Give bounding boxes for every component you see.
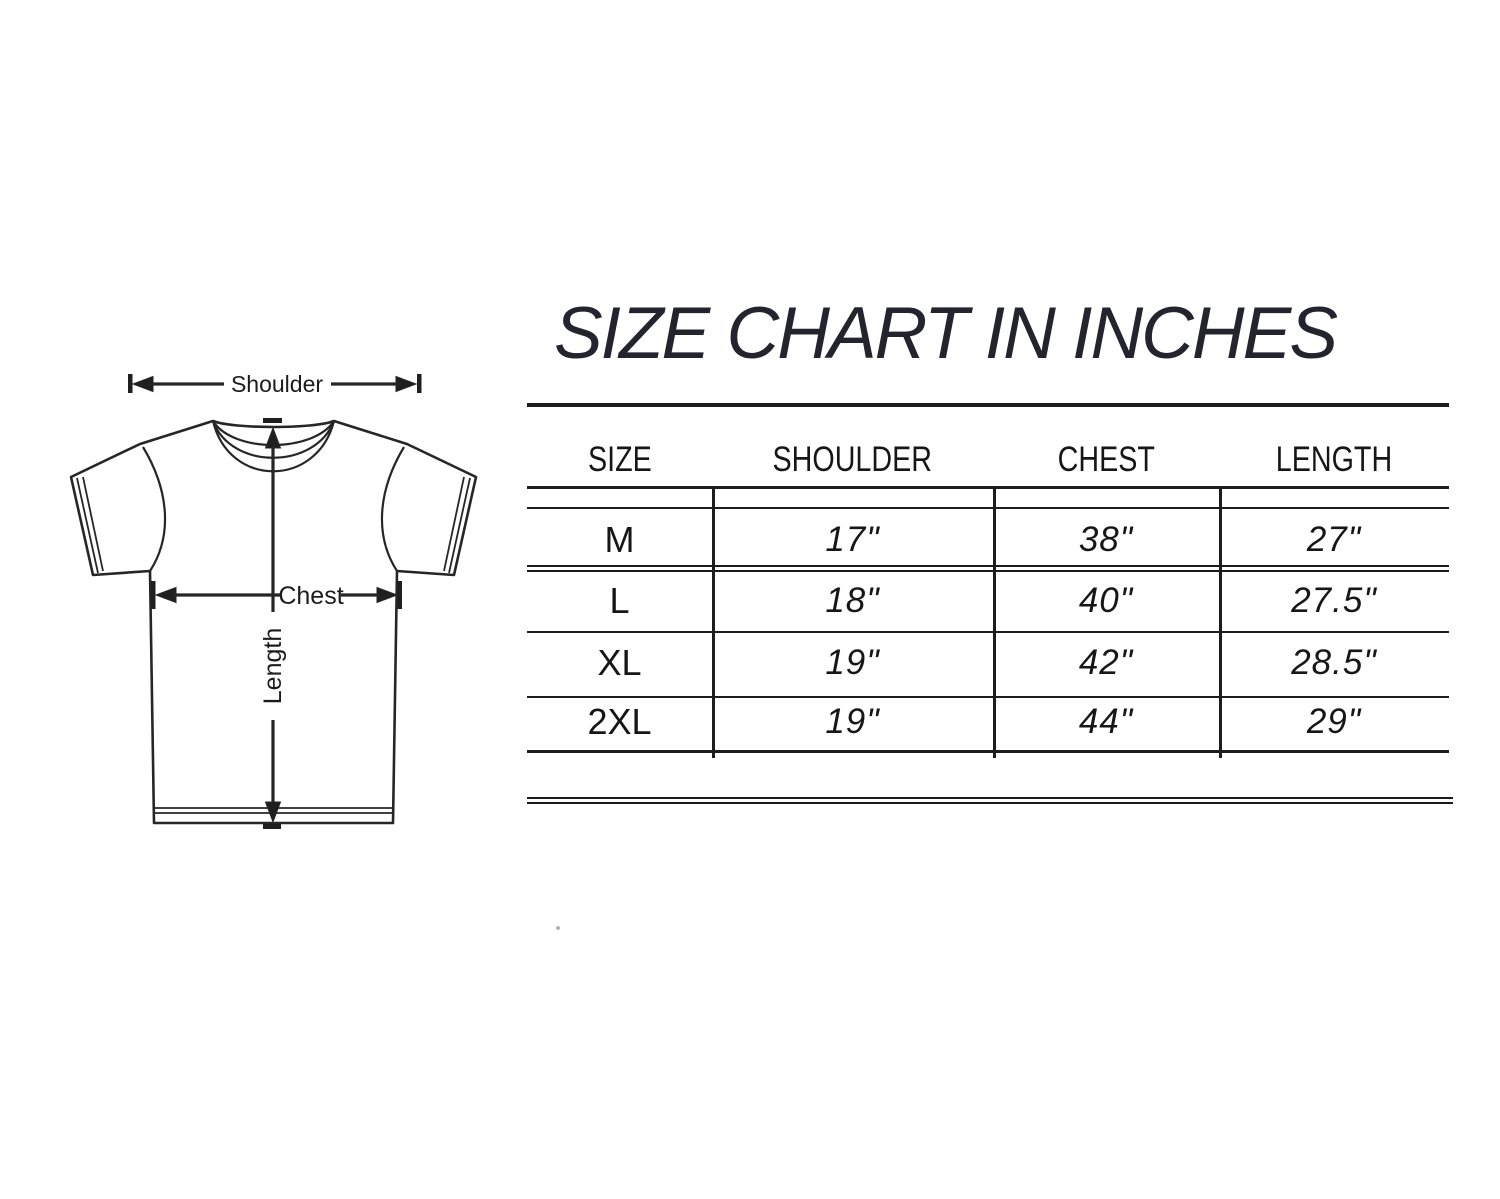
tshirt-measurement-diagram: Shoulder Chest Length <box>69 371 478 829</box>
scan-artifact-dot <box>556 926 560 930</box>
column-header-length: LENGTH <box>1275 440 1393 479</box>
sleeve-cuffs <box>76 476 471 574</box>
table-rule-row-m <box>527 565 1449 572</box>
left-armhole-seam <box>142 446 167 572</box>
table-rule-row-xl <box>527 696 1449 698</box>
length-measure-arrow: Length <box>259 418 287 829</box>
size-cell: XL <box>597 642 642 683</box>
right-armhole-seam <box>380 446 405 572</box>
length-value-cell: 27.5" <box>1291 581 1377 620</box>
shoulder-label: Shoulder <box>231 371 323 397</box>
shoulder-value-cell: 18" <box>825 581 880 620</box>
table-rule-row-2xl <box>527 750 1449 753</box>
chest-value-cell: 40" <box>1078 581 1134 620</box>
length-label: Length <box>259 628 287 704</box>
column-separator <box>993 486 996 758</box>
table-rule-header <box>527 486 1449 489</box>
size-cell: M <box>604 519 635 560</box>
chest-value-cell: 38" <box>1078 520 1134 559</box>
page-title: SIZE CHART IN INCHES <box>553 293 1338 374</box>
column-header-shoulder: SHOULDER <box>772 440 933 479</box>
table-rule-row-l <box>527 631 1449 633</box>
length-value-cell: 28.5" <box>1291 643 1377 682</box>
shoulder-value-cell: 19" <box>825 643 880 682</box>
table-rule-top <box>527 403 1449 407</box>
size-cell: L <box>609 580 630 621</box>
shoulder-value-cell: 19" <box>825 702 880 741</box>
column-separator <box>1219 486 1222 758</box>
shoulder-measure-arrow: Shoulder <box>128 371 422 397</box>
chest-value-cell: 44" <box>1078 702 1134 741</box>
table-rule-subheader <box>527 507 1449 509</box>
length-value-cell: 27" <box>1306 520 1362 559</box>
column-header-size: SIZE <box>587 440 652 479</box>
chest-value-cell: 42" <box>1078 643 1134 682</box>
chest-measure-arrow: Chest <box>151 581 402 610</box>
table-rule-bottom <box>527 797 1453 804</box>
shirt-outline <box>69 419 478 825</box>
length-value-cell: 29" <box>1306 702 1362 741</box>
size-cell: 2XL <box>587 701 652 742</box>
column-separator <box>712 486 715 758</box>
shoulder-value-cell: 17" <box>825 520 880 559</box>
column-header-chest: CHEST <box>1057 440 1155 479</box>
chest-label: Chest <box>278 582 343 610</box>
